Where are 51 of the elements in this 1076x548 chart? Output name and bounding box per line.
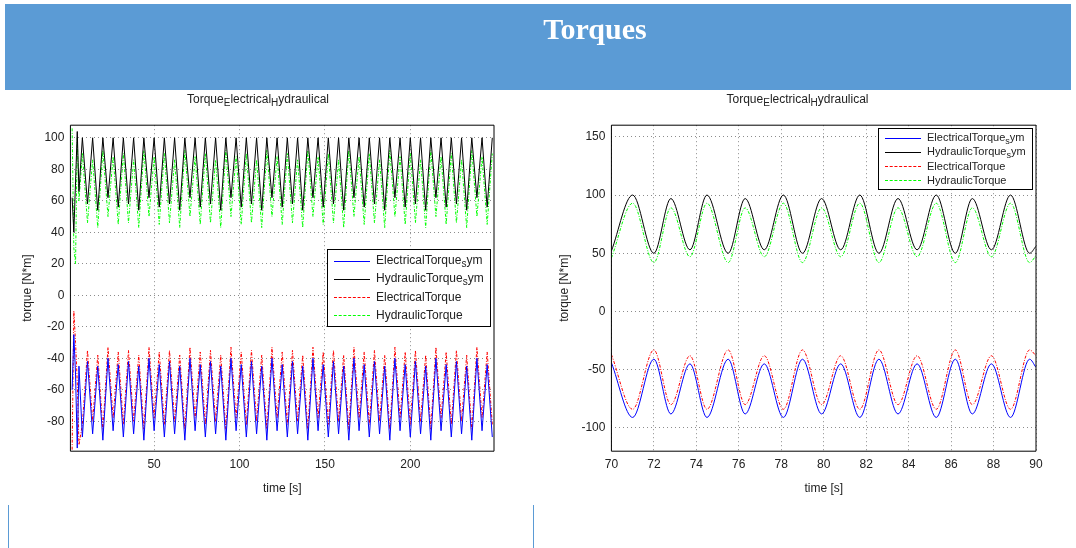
y-tick-label: -80 bbox=[47, 413, 65, 428]
legend-label: ElectricalTorque bbox=[376, 290, 462, 305]
y-axis-title: torque [N*m] bbox=[556, 254, 571, 322]
x-tick-label: 90 bbox=[1029, 456, 1043, 471]
line-series bbox=[71, 127, 493, 265]
x-tick-label: 86 bbox=[944, 456, 959, 471]
y-tick-label: 0 bbox=[598, 303, 606, 318]
chart-title: Torque$_{E}$lectrical$_{H}$ydraulical bbox=[186, 92, 330, 109]
line-series bbox=[611, 349, 1036, 410]
x-tick-label: 100 bbox=[229, 456, 250, 471]
y-tick-label: 0 bbox=[57, 287, 65, 302]
x-axis-title: time [s] bbox=[262, 481, 302, 496]
x-tick-label: 82 bbox=[859, 456, 874, 471]
x-tick-label: 76 bbox=[732, 456, 746, 471]
x-axis-title: time [s] bbox=[804, 481, 844, 496]
y-tick-label: 20 bbox=[51, 256, 65, 271]
legend-label: ElectricalTorque bbox=[927, 160, 1006, 173]
y-tick-label: 80 bbox=[51, 161, 65, 176]
y-tick-label: -20 bbox=[47, 319, 65, 334]
x-tick-label: 74 bbox=[689, 456, 704, 471]
y-tick-label: 100 bbox=[44, 130, 65, 145]
chart-title: Torque$_{E}$lectrical$_{H}$ydraulical bbox=[725, 92, 870, 109]
y-tick-label: 50 bbox=[592, 245, 606, 260]
x-tick-label: 150 bbox=[314, 456, 336, 471]
line-series bbox=[71, 310, 493, 451]
y-tick-label: 60 bbox=[51, 193, 65, 208]
legend-label: HydraulicTorque$_{s}$ym bbox=[927, 144, 1026, 160]
x-tick-label: 84 bbox=[901, 456, 916, 471]
y-tick-label: 150 bbox=[585, 129, 606, 144]
x-tick-label: 88 bbox=[986, 456, 1001, 471]
legend-label: ElectricalTorque$_{s}$ym bbox=[376, 252, 483, 270]
y-tick-label: -60 bbox=[47, 382, 65, 397]
legend-label: HydraulicTorque bbox=[927, 174, 1007, 187]
x-tick-label: 80 bbox=[817, 456, 831, 471]
x-tick-label: 78 bbox=[774, 456, 789, 471]
line-series bbox=[611, 202, 1036, 264]
y-tick-label: -100 bbox=[581, 420, 606, 435]
legend-label: HydraulicTorque bbox=[376, 308, 463, 323]
y-tick-label: 40 bbox=[51, 224, 65, 239]
x-tick-label: 72 bbox=[647, 456, 661, 471]
y-tick-label: -50 bbox=[588, 362, 606, 377]
y-tick-label: -40 bbox=[47, 350, 65, 365]
x-tick-label: 70 bbox=[604, 456, 619, 471]
y-tick-label: 100 bbox=[585, 187, 606, 202]
y-axis-title: torque [N*m] bbox=[19, 254, 34, 322]
line-series bbox=[611, 358, 1036, 418]
legend-label: ElectricalTorque$_{s}$ym bbox=[927, 130, 1025, 146]
legend-label: HydraulicTorque$_{s}$ym bbox=[376, 270, 484, 288]
x-tick-label: 200 bbox=[400, 456, 421, 471]
x-tick-label: 50 bbox=[147, 456, 162, 471]
text: Torques bbox=[542, 12, 648, 46]
